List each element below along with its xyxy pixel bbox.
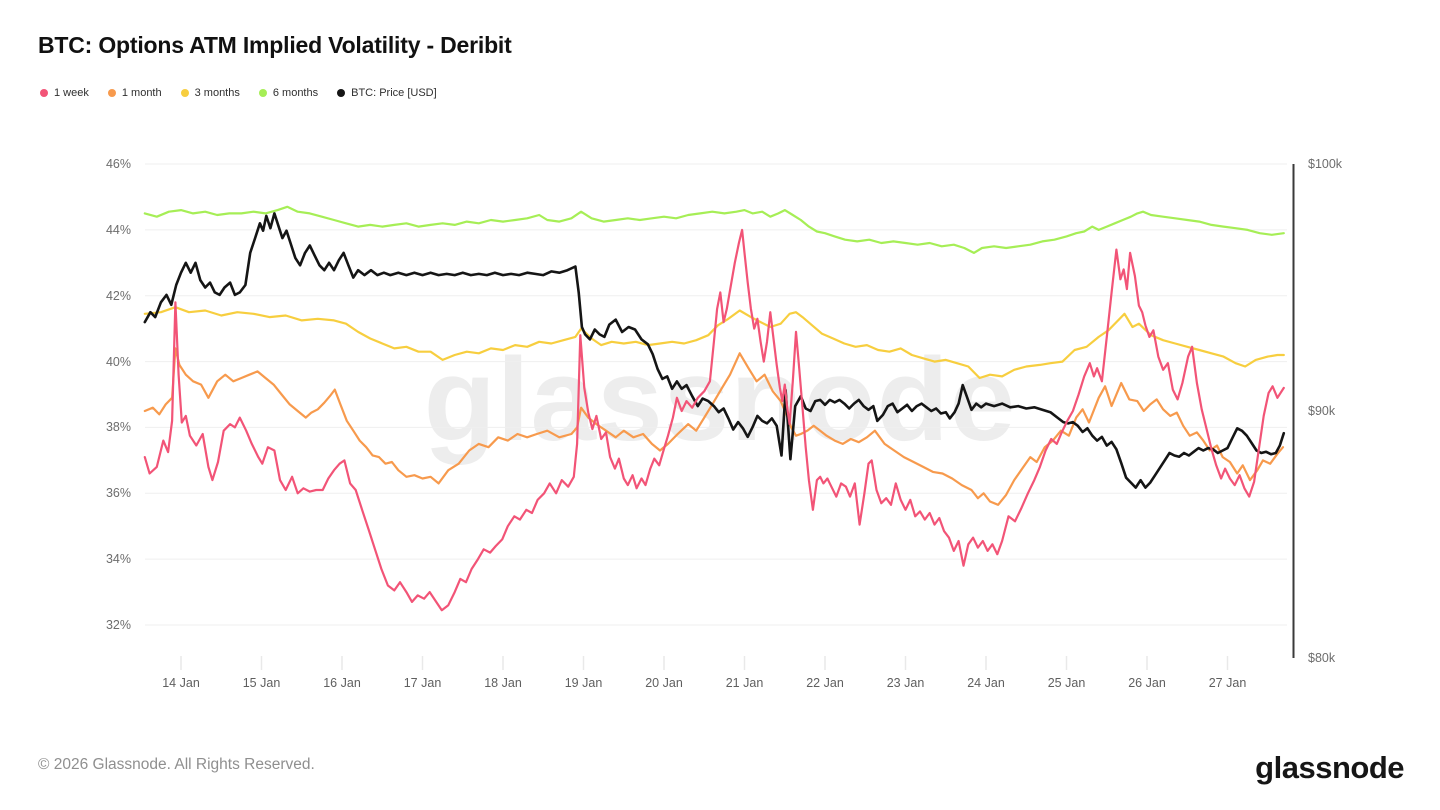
y-left-tick-label: 32%	[105, 618, 131, 632]
series-line-1-month[interactable]	[143, 347, 1285, 506]
x-tick-label: 17 Jan	[403, 676, 442, 690]
series-line-3-months[interactable]	[143, 306, 1285, 380]
legend-dot-icon	[258, 89, 267, 97]
legend-item-label: 6 months	[272, 87, 319, 99]
x-tick-label: 19 Jan	[564, 676, 603, 690]
y-left-tick-label: 44%	[105, 222, 131, 237]
x-tick-label: 20 Jan	[645, 676, 683, 690]
page-title: BTC: Options ATM Implied Volatility - De…	[38, 32, 512, 58]
glassnode-logo: glassnode	[1255, 750, 1404, 785]
series-line-1-week[interactable]	[143, 228, 1285, 612]
x-tick-label: 27 Jan	[1208, 676, 1247, 690]
x-tick-label: 21 Jan	[725, 676, 764, 690]
legend-dot-icon	[180, 89, 189, 97]
legend-item-label: 3 months	[194, 87, 240, 99]
y-left-tick-label: 42%	[105, 288, 131, 303]
y-right-tick-label: $80k	[1308, 651, 1336, 665]
x-tick-label: 14 Jan	[162, 676, 200, 690]
legend-item-label: 1 month	[121, 87, 162, 99]
legend-item-1-week[interactable]: 1 week	[40, 87, 89, 99]
x-tick-label: 16 Jan	[323, 676, 361, 690]
chart-legend: 1 week 1 month 3 months 6 months BTC: Price …	[40, 87, 437, 99]
legend-item-btc-price-usd-[interactable]: BTC: Price [USD]	[337, 87, 437, 99]
legend-dot-icon	[40, 89, 48, 97]
x-tick-label: 18 Jan	[484, 676, 522, 690]
x-tick-label: 23 Jan	[886, 676, 925, 690]
series-line-btc-price-usd-[interactable]	[143, 212, 1286, 489]
x-tick-label: 26 Jan	[1128, 676, 1166, 690]
x-tick-label: 22 Jan	[806, 676, 844, 690]
y-left-tick-label: 40%	[105, 354, 131, 369]
legend-dot-icon	[107, 89, 116, 97]
y-left-tick-label: 34%	[105, 552, 131, 567]
footer-copyright: © 2026 Glassnode. All Rights Reserved.	[38, 756, 315, 773]
legend-item-label: 1 week	[54, 87, 89, 99]
x-tick-label: 25 Jan	[1047, 676, 1086, 690]
y-left-tick-label: 38%	[105, 420, 131, 435]
legend-item-3-months[interactable]: 3 months	[180, 87, 240, 99]
y-right-tick-label: $100k	[1308, 157, 1343, 171]
y-right-tick-label: $90k	[1308, 404, 1336, 418]
legend-item-6-months[interactable]: 6 months	[258, 87, 319, 99]
x-tick-label: 15 Jan	[242, 676, 281, 690]
y-left-tick-label: 46%	[105, 157, 131, 171]
legend-dot-icon	[337, 89, 346, 97]
series-line-6-months[interactable]	[143, 205, 1285, 254]
y-left-tick-label: 36%	[105, 486, 131, 501]
legend-item-1-month[interactable]: 1 month	[107, 87, 162, 99]
x-tick-label: 24 Jan	[967, 676, 1005, 690]
legend-item-label: BTC: Price [USD]	[351, 87, 437, 99]
